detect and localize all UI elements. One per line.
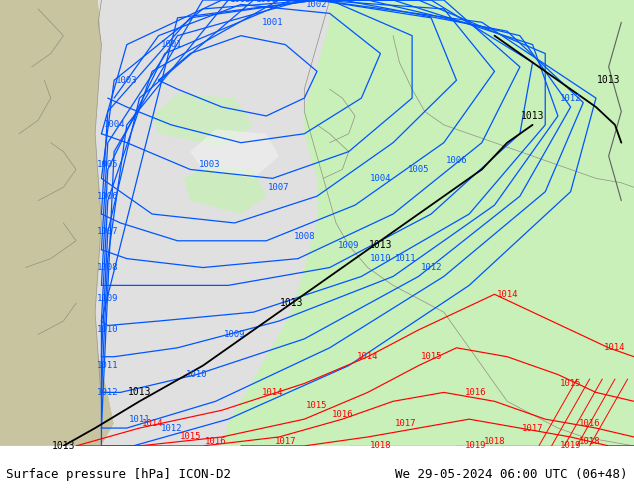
Polygon shape [95, 0, 634, 446]
Text: 1014: 1014 [262, 388, 283, 397]
Text: 1005: 1005 [97, 161, 119, 170]
Text: 1012: 1012 [560, 94, 581, 102]
Text: 1010: 1010 [370, 254, 391, 263]
Text: 1014: 1014 [357, 352, 378, 361]
Text: 1012: 1012 [160, 423, 182, 433]
Text: 1016: 1016 [579, 419, 600, 428]
Polygon shape [0, 0, 114, 446]
Text: 1013: 1013 [280, 298, 304, 308]
Text: 1009: 1009 [224, 330, 245, 339]
Text: Surface pressure [hPa] ICON-D2: Surface pressure [hPa] ICON-D2 [6, 468, 231, 481]
Text: 1017: 1017 [395, 419, 417, 428]
Polygon shape [393, 0, 634, 201]
Text: 1013: 1013 [521, 111, 545, 121]
Text: 1005: 1005 [408, 165, 429, 174]
Text: 1017: 1017 [522, 423, 543, 433]
Text: 1016: 1016 [465, 388, 486, 397]
Text: 1003: 1003 [116, 76, 138, 85]
Text: 1013: 1013 [51, 441, 75, 451]
Text: 1013: 1013 [368, 240, 392, 250]
Text: 1005: 1005 [306, 0, 328, 4]
Text: 1016: 1016 [332, 410, 353, 419]
Text: 1018: 1018 [579, 437, 600, 446]
Text: 1007: 1007 [268, 183, 290, 192]
Text: 1014: 1014 [496, 290, 518, 299]
Text: 1012: 1012 [420, 263, 442, 272]
Text: 1015: 1015 [560, 379, 581, 388]
Text: 1015: 1015 [306, 401, 328, 410]
Text: 1009: 1009 [97, 294, 119, 303]
Text: 1019: 1019 [560, 441, 581, 450]
Text: 1015: 1015 [420, 352, 442, 361]
Polygon shape [190, 129, 279, 178]
Text: 1009: 1009 [338, 241, 359, 250]
Text: 1003: 1003 [230, 0, 252, 4]
Text: 1010: 1010 [97, 325, 119, 335]
Text: 1011: 1011 [97, 361, 119, 370]
Text: 1001: 1001 [160, 40, 182, 49]
Text: 1008: 1008 [294, 232, 315, 241]
Text: 1011: 1011 [129, 415, 150, 424]
Text: 1016: 1016 [205, 437, 226, 446]
Text: 1004: 1004 [319, 0, 340, 4]
Text: 1018: 1018 [484, 437, 505, 446]
Text: 1010: 1010 [186, 370, 207, 379]
Polygon shape [222, 0, 634, 446]
Text: 1014: 1014 [141, 419, 163, 428]
Text: 1014: 1014 [604, 343, 626, 352]
Text: 1001: 1001 [262, 18, 283, 27]
Text: 1008: 1008 [97, 263, 119, 272]
Text: 1012: 1012 [97, 388, 119, 397]
Polygon shape [152, 94, 254, 147]
Text: 1013: 1013 [597, 75, 621, 85]
Text: 1019: 1019 [465, 441, 486, 450]
Text: 1004: 1004 [103, 121, 125, 129]
Text: 1017: 1017 [275, 437, 296, 446]
Text: 1003: 1003 [198, 161, 220, 170]
Polygon shape [184, 165, 266, 214]
Text: 1015: 1015 [179, 433, 201, 441]
Text: 1006: 1006 [256, 0, 277, 4]
Text: We 29-05-2024 06:00 UTC (06+48): We 29-05-2024 06:00 UTC (06+48) [395, 468, 628, 481]
Text: 1007: 1007 [97, 227, 119, 236]
Text: 1006: 1006 [97, 192, 119, 201]
Text: 1004: 1004 [370, 174, 391, 183]
Text: 1011: 1011 [395, 254, 417, 263]
Text: 1002: 1002 [306, 0, 328, 9]
Text: 1018: 1018 [370, 441, 391, 450]
Text: 1013: 1013 [127, 388, 152, 397]
Text: 1006: 1006 [446, 156, 467, 165]
